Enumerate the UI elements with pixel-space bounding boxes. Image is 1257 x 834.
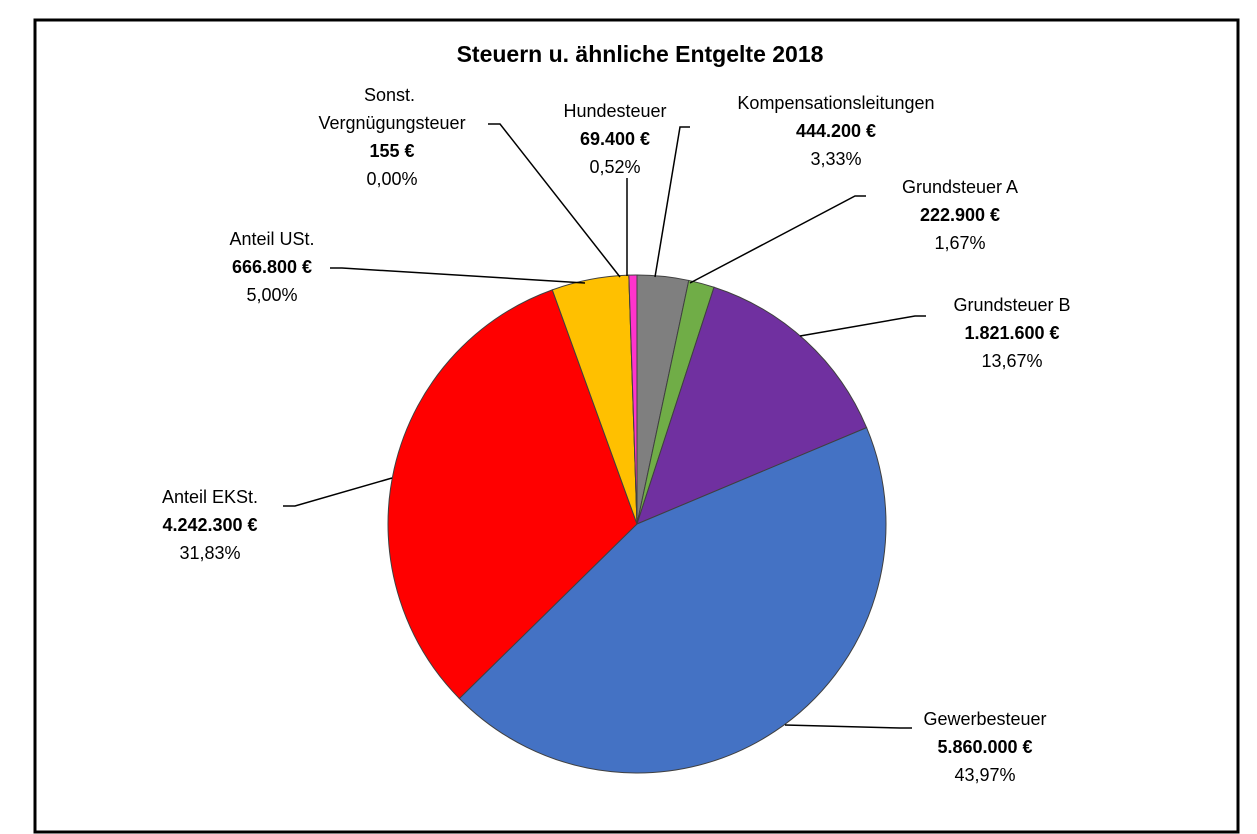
pie-slice xyxy=(387,289,638,700)
leader-line xyxy=(799,315,926,337)
slice-label: Kompensationsleitungen xyxy=(737,93,934,113)
slice-label: Grundsteuer A xyxy=(902,177,1018,197)
leader-line xyxy=(689,195,866,284)
pie-slice xyxy=(636,286,868,525)
value-label: 5.860.000 € xyxy=(937,737,1032,757)
pie-slice xyxy=(458,426,887,774)
leader-line xyxy=(488,123,621,278)
slice-label: Grundsteuer B xyxy=(953,295,1070,315)
value-label: 666.800 € xyxy=(232,257,312,277)
value-label: 155 € xyxy=(369,141,414,161)
slice-label: Sonst. Vergnügungsteuer xyxy=(318,85,465,133)
percent-label: 3,33% xyxy=(810,149,861,169)
slice-label: Hundesteuer xyxy=(563,101,666,121)
value-label: 222.900 € xyxy=(920,205,1000,225)
value-label: 1.821.600 € xyxy=(964,323,1059,343)
pie-slice xyxy=(628,274,638,525)
label-line: Sonst. xyxy=(364,85,420,105)
percent-label: 1,67% xyxy=(934,233,985,253)
leader-line xyxy=(283,477,393,507)
value-label: 4.242.300 € xyxy=(162,515,257,535)
leader-line xyxy=(330,267,586,284)
slice-label: Anteil USt. xyxy=(229,229,314,249)
leader-line xyxy=(784,724,912,729)
percent-label: 31,83% xyxy=(179,543,240,563)
value-label: 69.400 € xyxy=(580,129,650,149)
percent-label: 5,00% xyxy=(246,285,297,305)
slice-label: Anteil EKSt. xyxy=(162,487,258,507)
percent-label: 0,52% xyxy=(589,157,640,177)
slice-label: Gewerbesteuer xyxy=(923,709,1046,729)
percent-label: 0,00% xyxy=(366,169,417,189)
percent-label: 43,97% xyxy=(954,765,1015,785)
label-line: Vergnügungsteuer xyxy=(318,113,465,133)
leader-line xyxy=(654,126,690,278)
chart-title: Steuern u. ähnliche Entgelte 2018 xyxy=(457,41,824,67)
value-label: 444.200 € xyxy=(796,121,876,141)
percent-label: 13,67% xyxy=(981,351,1042,371)
